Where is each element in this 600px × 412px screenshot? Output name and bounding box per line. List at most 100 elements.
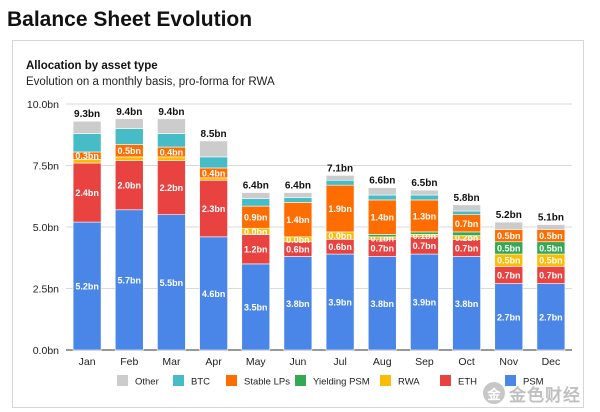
data-label: 0.7bn bbox=[413, 241, 437, 251]
data-label: 0.7bn bbox=[370, 243, 394, 253]
bar-segment bbox=[452, 204, 481, 212]
total-label: 8.5bn bbox=[201, 129, 227, 140]
data-label: 0.1bn bbox=[370, 234, 394, 244]
data-label: 0.0bn bbox=[286, 235, 310, 245]
data-label: 2.7bn bbox=[497, 312, 521, 322]
total-label: 9.3bn bbox=[74, 109, 100, 120]
bar-segment bbox=[367, 194, 397, 201]
data-label: 3.8bn bbox=[286, 299, 310, 309]
legend-swatch bbox=[117, 375, 128, 386]
data-label: 0.5bn bbox=[539, 256, 563, 266]
legend-label: Other bbox=[135, 377, 159, 388]
bar-segment bbox=[325, 253, 355, 351]
data-label: 0.7bn bbox=[539, 270, 563, 280]
y-tick-label: 0.0bn bbox=[33, 345, 59, 357]
bar-segment bbox=[157, 133, 186, 148]
bar-segment bbox=[199, 179, 228, 238]
bar-segment bbox=[410, 231, 439, 235]
total-label: 5.2bn bbox=[496, 210, 522, 221]
data-label: 0.4bn bbox=[160, 147, 184, 157]
y-tick-label: 10.0bn bbox=[27, 99, 59, 111]
bar-segment bbox=[325, 179, 355, 186]
data-label: 2.2bn bbox=[160, 183, 184, 193]
x-tick-label: Nov bbox=[499, 356, 518, 368]
legend-swatch bbox=[440, 375, 451, 386]
data-label: 0.5bn bbox=[497, 256, 521, 266]
data-label: 2.3bn bbox=[202, 204, 226, 214]
data-label: 0.0bn bbox=[244, 227, 268, 237]
data-label: 0.5bn bbox=[539, 231, 563, 241]
watermark-text: 金色财经 bbox=[509, 385, 581, 405]
data-label: 5.7bn bbox=[117, 275, 141, 285]
x-tick-label: May bbox=[246, 356, 267, 368]
legend-label: Stable LPs bbox=[244, 377, 290, 388]
bar-segment bbox=[241, 263, 271, 351]
data-label: 0.1bn bbox=[413, 231, 437, 241]
bar-segment bbox=[72, 120, 102, 134]
bar-segment bbox=[72, 133, 102, 153]
bar-segment bbox=[367, 187, 397, 196]
bar-segment bbox=[157, 118, 186, 134]
bar-segment bbox=[199, 236, 228, 351]
data-label: 0.9bn bbox=[244, 213, 268, 223]
total-label: 9.4bn bbox=[116, 107, 142, 118]
legend-swatch bbox=[505, 375, 516, 386]
bar-segment bbox=[367, 256, 397, 351]
bar-segment bbox=[114, 160, 144, 211]
data-label: 3.9bn bbox=[328, 298, 352, 308]
bar-segment bbox=[157, 160, 186, 216]
data-label: 0.6bn bbox=[328, 242, 352, 252]
legend-label: PSM bbox=[523, 377, 544, 388]
data-label: 1.9bn bbox=[328, 204, 352, 214]
bar-segment bbox=[452, 210, 481, 215]
data-label: 1.3bn bbox=[413, 211, 437, 221]
bar-segment bbox=[536, 283, 566, 351]
total-label: 5.8bn bbox=[454, 193, 480, 204]
legend-swatch bbox=[295, 375, 306, 386]
legend-swatch bbox=[380, 375, 391, 386]
bar-segment bbox=[157, 214, 186, 351]
bar-segment bbox=[452, 231, 481, 236]
data-label: 2.4bn bbox=[75, 188, 99, 198]
page-title: Balance Sheet Evolution bbox=[7, 8, 253, 31]
data-label: 0.0bn bbox=[328, 231, 352, 241]
x-tick-label: Mar bbox=[162, 356, 181, 368]
data-label: 3.8bn bbox=[370, 299, 394, 309]
bar-segment bbox=[283, 256, 313, 351]
data-label: 1.4bn bbox=[286, 215, 310, 225]
data-label: 0.5bn bbox=[539, 243, 563, 253]
legend-swatch bbox=[226, 375, 237, 386]
data-label: 0.4bn bbox=[202, 168, 226, 178]
data-label: 0.5bn bbox=[497, 231, 521, 241]
data-label: 3.5bn bbox=[244, 302, 268, 312]
bar-segment bbox=[241, 192, 271, 200]
bar-segment bbox=[367, 199, 397, 235]
total-label: 6.4bn bbox=[285, 181, 311, 192]
bar-segment bbox=[114, 209, 144, 351]
data-label: 0.7bn bbox=[455, 219, 479, 229]
data-label: 2.7bn bbox=[539, 312, 563, 322]
bar-segment bbox=[325, 175, 355, 181]
data-label: 4.6bn bbox=[202, 289, 226, 299]
x-tick-label: Feb bbox=[120, 356, 138, 368]
data-label: 5.2bn bbox=[75, 282, 99, 292]
data-label: 2.0bn bbox=[117, 181, 141, 191]
legend-swatch bbox=[173, 375, 184, 386]
bar-segment bbox=[241, 198, 271, 207]
total-label: 7.1bn bbox=[327, 163, 353, 174]
legend-label: Yielding PSM bbox=[313, 377, 370, 388]
y-tick-label: 5.0bn bbox=[33, 222, 59, 234]
x-tick-label: Aug bbox=[373, 356, 392, 368]
data-label: 0.7bn bbox=[455, 243, 479, 253]
data-label: 1.2bn bbox=[244, 245, 268, 255]
bar-segment bbox=[283, 192, 313, 198]
watermark: 金 金色财经 bbox=[483, 381, 595, 405]
x-tick-label: Oct bbox=[458, 356, 474, 368]
data-label: 0.5bn bbox=[117, 146, 141, 156]
x-tick-label: Jun bbox=[289, 356, 306, 368]
legend-label: BTC bbox=[191, 377, 210, 388]
x-tick-label: Jul bbox=[333, 356, 346, 368]
bar-segment bbox=[536, 224, 566, 230]
